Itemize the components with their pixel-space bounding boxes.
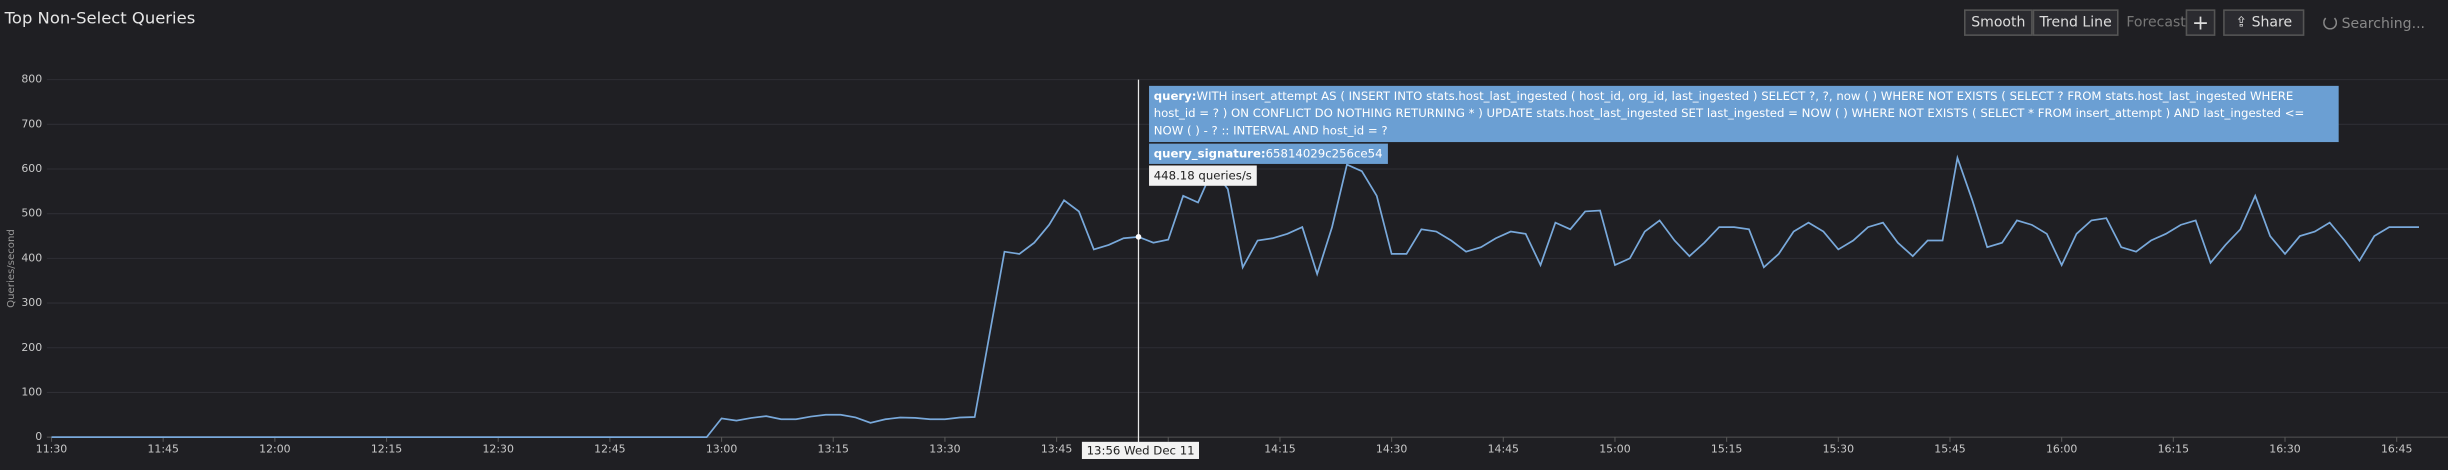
x-tick-label: 16:30 — [2269, 443, 2300, 456]
x-tick-label: 14:15 — [1264, 443, 1295, 456]
share-text: Share — [2251, 15, 2293, 32]
x-tick-label: 15:00 — [1599, 443, 1630, 456]
y-tick-label: 500 — [21, 207, 42, 220]
forecast-label: Forecast — [2126, 15, 2186, 32]
status-text: Searching... — [2341, 17, 2426, 33]
hover-point — [1135, 234, 1142, 240]
x-tick-label: 16:15 — [2158, 443, 2189, 456]
time-label: 13:56 Wed Dec 11 — [1081, 441, 1200, 459]
data-line — [51, 154, 2420, 438]
x-tick-label: 16:00 — [2046, 443, 2077, 456]
x-tick-label: 15:15 — [1711, 443, 1742, 456]
y-tick-label: 200 — [21, 341, 42, 354]
y-tick-label: 100 — [21, 385, 42, 398]
share-icon: ⇪ — [2235, 15, 2252, 32]
y-tick-label: 800 — [21, 73, 42, 86]
share-button[interactable]: ⇪ Share — [2223, 9, 2305, 36]
x-tick-label: 11:30 — [36, 443, 67, 456]
status: Searching... — [2323, 15, 2426, 33]
query-text: WITH insert_attempt AS ( INSERT INTO sta… — [1153, 88, 2305, 138]
tooltip-signature: query_signature:65814029c256ce54 — [1149, 143, 1388, 164]
x-tick-label: 12:00 — [259, 443, 290, 456]
add-button[interactable]: + — [2185, 9, 2216, 36]
x-tick-label: 12:45 — [594, 443, 625, 456]
y-tick-label: 700 — [21, 117, 42, 130]
x-tick-label: 13:00 — [706, 443, 737, 456]
tooltip-value: 448.18 queries/s — [1149, 165, 1257, 186]
spinner — [2323, 15, 2338, 30]
x-tick-label: 12:15 — [371, 443, 402, 456]
x-tick-label: 15:30 — [1823, 443, 1854, 456]
y-axis-label: Queries/second — [6, 229, 17, 308]
trend-button[interactable]: Trend Line — [2032, 9, 2119, 36]
signature-text: 65814029c256ce54 — [1265, 146, 1383, 161]
y-tick-label: 0 — [35, 430, 42, 443]
x-tick-label: 13:45 — [1041, 443, 1072, 456]
x-tick-label: 14:30 — [1376, 443, 1407, 456]
y-tick-label: 400 — [21, 251, 42, 264]
x-tick-label: 15:45 — [1934, 443, 1965, 456]
x-tick-label: 13:30 — [929, 443, 960, 456]
signature-key: query_signature: — [1153, 146, 1266, 161]
smooth-button[interactable]: Smooth — [1963, 9, 2033, 36]
x-tick-label: 14:45 — [1488, 443, 1519, 456]
tooltip-query: query:WITH insert_attempt AS ( INSERT IN… — [1149, 85, 2339, 143]
chart-title: Top Non-Select Queries — [4, 9, 196, 29]
x-tick-label: 11:45 — [147, 443, 178, 456]
y-tick-label: 600 — [21, 162, 42, 175]
x-tick-label: 16:45 — [2381, 443, 2412, 456]
query-key: query: — [1153, 88, 1197, 104]
x-tick-label: 12:30 — [482, 443, 513, 456]
y-tick-label: 300 — [21, 296, 42, 309]
x-tick-label: 13:15 — [818, 443, 849, 456]
